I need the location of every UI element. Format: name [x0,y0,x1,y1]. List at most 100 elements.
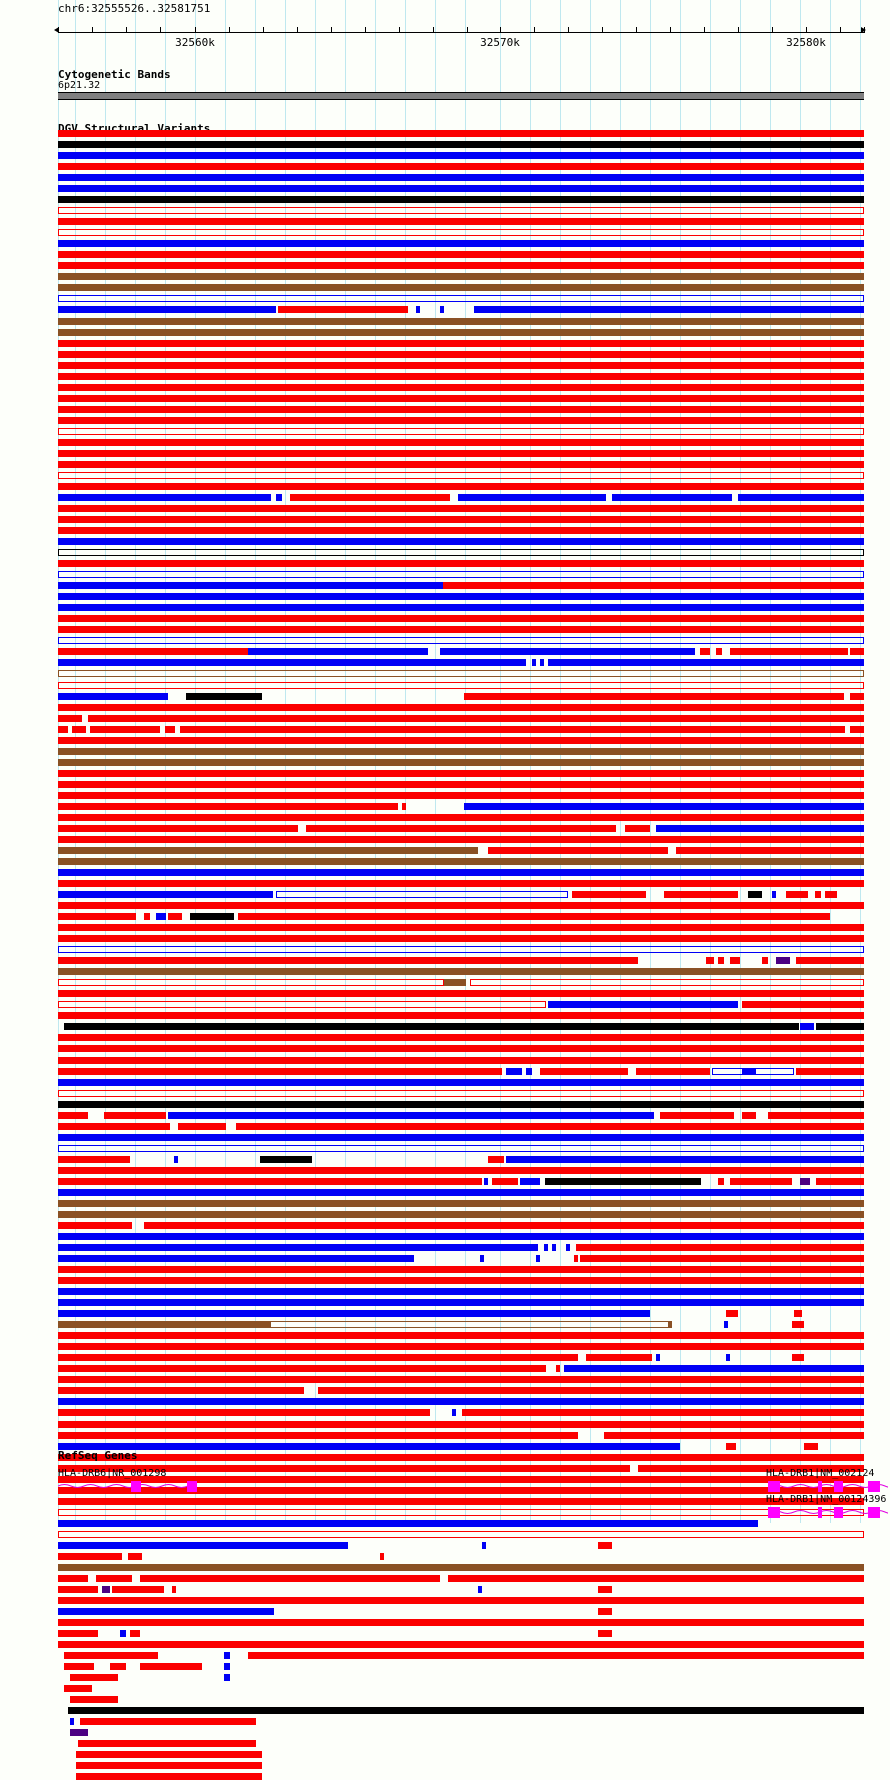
sv-segment[interactable] [58,416,864,424]
sv-segment[interactable] [68,1707,864,1715]
sv-segment[interactable] [464,802,864,810]
sv-row[interactable] [0,913,890,921]
sv-segment[interactable] [850,692,864,700]
sv-row[interactable] [0,141,890,149]
sv-segment[interactable] [58,218,864,226]
sv-segment[interactable] [64,1023,799,1031]
sv-segment[interactable] [168,913,182,921]
sv-row[interactable] [0,1652,890,1660]
gene-exon[interactable] [868,1507,880,1518]
sv-row[interactable] [0,1552,890,1560]
sv-row[interactable] [0,593,890,601]
sv-row[interactable] [0,1751,890,1759]
sv-segment[interactable] [58,295,864,303]
sv-row[interactable] [0,549,890,557]
sv-segment[interactable] [58,736,864,744]
sv-segment[interactable] [58,1233,864,1240]
sv-segment[interactable] [58,405,864,413]
sv-segment[interactable] [58,1409,430,1417]
sv-segment[interactable] [444,979,466,987]
sv-segment[interactable] [850,725,864,733]
sv-row[interactable] [0,1078,890,1086]
sv-row[interactable] [0,1420,890,1428]
sv-segment[interactable] [742,1067,756,1075]
sv-row[interactable] [0,1067,890,1075]
sv-segment[interactable] [800,1177,810,1185]
sv-segment[interactable] [102,1585,110,1593]
sv-segment[interactable] [58,1420,864,1428]
sv-row[interactable] [0,1541,890,1549]
sv-segment[interactable] [800,1023,814,1031]
sv-row[interactable] [0,1718,890,1726]
sv-segment[interactable] [440,648,695,656]
sv-row[interactable] [0,1354,890,1362]
sv-segment[interactable] [464,692,844,700]
sv-segment[interactable] [80,1718,256,1726]
sv-segment[interactable] [772,891,776,899]
sv-segment[interactable] [172,1585,176,1593]
sv-segment[interactable] [58,262,864,270]
sv-segment[interactable] [58,1133,864,1141]
sv-row[interactable] [0,637,890,645]
sv-segment[interactable] [58,251,864,259]
sv-row[interactable] [0,1707,890,1715]
sv-segment[interactable] [738,493,864,501]
sv-segment[interactable] [58,1299,864,1307]
sv-segment[interactable] [58,1288,864,1296]
sv-segment[interactable] [58,1177,482,1185]
sv-segment[interactable] [58,339,864,347]
sv-segment[interactable] [58,1001,546,1009]
sv-segment[interactable] [564,1365,864,1373]
sv-row[interactable] [0,1177,890,1185]
sv-row[interactable] [0,1773,890,1780]
sv-segment[interactable] [700,648,710,656]
sv-row[interactable] [0,471,890,479]
sv-segment[interactable] [726,1442,736,1450]
sv-segment[interactable] [58,593,864,601]
sv-row[interactable] [0,1685,890,1693]
sv-row[interactable] [0,1188,890,1196]
sv-segment[interactable] [96,1111,102,1119]
sv-row[interactable] [0,1122,890,1130]
sv-row[interactable] [0,339,890,347]
sv-segment[interactable] [58,196,864,204]
sv-segment[interactable] [724,1321,728,1329]
sv-segment[interactable] [290,493,450,501]
sv-row[interactable] [0,1056,890,1064]
sv-segment[interactable] [548,659,864,667]
sv-segment[interactable] [58,527,864,535]
sv-segment[interactable] [668,1321,672,1329]
sv-row[interactable] [0,1663,890,1671]
sv-segment[interactable] [58,1365,546,1373]
sv-segment[interactable] [58,328,864,336]
sv-segment[interactable] [58,1012,864,1020]
sv-row[interactable] [0,1133,890,1141]
sv-segment[interactable] [58,1596,864,1604]
sv-row[interactable] [0,284,890,292]
sv-row[interactable] [0,824,890,832]
sv-row[interactable] [0,703,890,711]
sv-segment[interactable] [76,1762,262,1770]
sv-segment[interactable] [474,306,864,314]
sv-row[interactable] [0,869,890,876]
sv-segment[interactable] [440,306,444,314]
sv-segment[interactable] [58,438,864,446]
sv-row[interactable] [0,251,890,259]
sv-segment[interactable] [58,1034,864,1042]
arrow-left-icon[interactable] [54,27,59,33]
sv-row[interactable] [0,438,890,446]
sv-segment[interactable] [660,1111,734,1119]
sv-segment[interactable] [58,957,638,965]
sv-segment[interactable] [58,979,444,987]
sv-row[interactable] [0,571,890,579]
sv-segment[interactable] [58,1221,132,1229]
sv-segment[interactable] [58,306,276,314]
sv-row[interactable] [0,1608,890,1616]
sv-row[interactable] [0,1266,890,1274]
sv-segment[interactable] [72,725,86,733]
sv-row[interactable] [0,1431,890,1439]
gene-exon[interactable] [818,1481,822,1492]
sv-segment[interactable] [638,1464,864,1472]
sv-segment[interactable] [718,1177,724,1185]
sv-segment[interactable] [58,747,864,755]
